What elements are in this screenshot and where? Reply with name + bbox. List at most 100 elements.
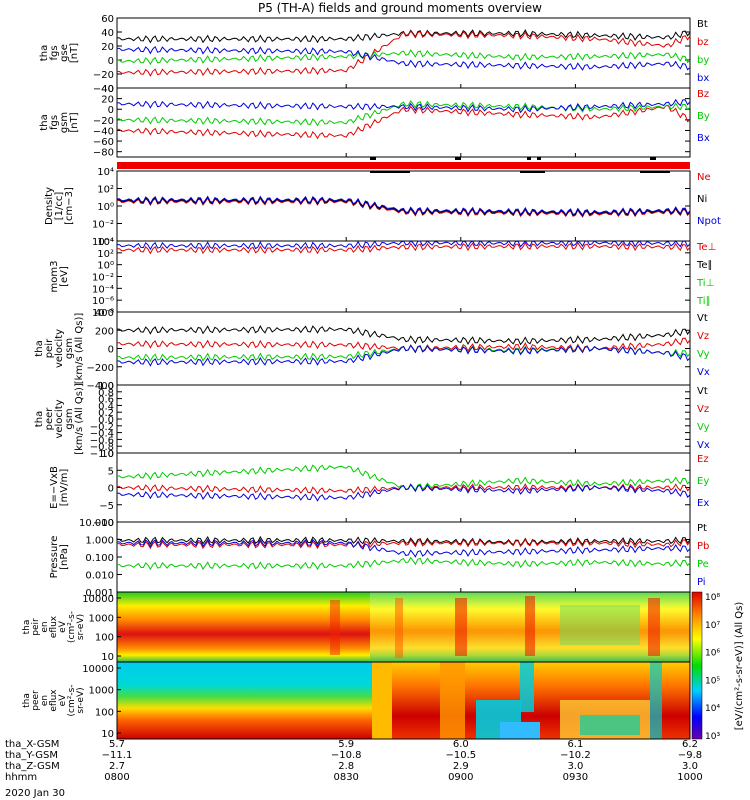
y-tick-label: 10⁰ — [97, 202, 114, 213]
colorbar: [eV/(cm²-s-sr-eV)] (All Qs) — [691, 591, 745, 740]
y-tick-label: 0.001 — [85, 588, 114, 599]
series-bz — [117, 30, 691, 77]
panel-ion-spectrogram — [116, 591, 691, 663]
y-tick-label: 100 — [95, 707, 114, 718]
y-axis-label: en — [40, 621, 50, 632]
y-axis-label: mom3 — [49, 261, 60, 293]
x-tick-label: 5.7 — [109, 739, 125, 750]
y-axis-label: [nPa] — [59, 544, 70, 570]
legend-by: by — [697, 55, 709, 66]
x-tick-label: 1000 — [677, 772, 702, 783]
x-tick-label: 3.0 — [567, 761, 583, 772]
y-axis-label: [mV/m] — [59, 469, 70, 507]
y-tick-label: 20 — [101, 95, 114, 106]
y-axis-label: tha — [34, 340, 45, 356]
y-tick-label: −0.2 — [90, 422, 114, 433]
y-tick-label: 10 — [101, 449, 114, 460]
y-tick-label: −0.8 — [90, 442, 114, 453]
legend-Bt: Bt — [697, 19, 708, 30]
y-tick-label: 0.0 — [98, 415, 114, 426]
y-tick-label: 10⁻² — [92, 273, 114, 284]
y-tick-label: −0.6 — [90, 435, 114, 446]
y-axis-label: [eV] — [59, 266, 70, 287]
y-axis-label: [nT] — [69, 43, 80, 63]
y-tick-label: −10 — [93, 518, 114, 529]
y-tick-label: 10⁻² — [92, 220, 114, 231]
y-axis-label: eV — [58, 620, 68, 633]
y-axis-label: tha — [22, 620, 32, 635]
x-tick-label: 0830 — [333, 772, 358, 783]
y-tick-label: −60 — [93, 137, 114, 148]
x-row-label: tha_X-GSM — [5, 739, 59, 750]
legend-bz: bz — [697, 37, 709, 48]
x-tick-label: −10.8 — [331, 750, 362, 761]
x-tick-label: 6.1 — [567, 739, 583, 750]
series-Pb — [117, 538, 691, 550]
colorbar-tick-label: 10⁵ — [705, 676, 720, 686]
colorbar-tick-label: 10⁷ — [705, 621, 720, 631]
figure-title: P5 (TH-A) fields and ground moments over… — [258, 1, 542, 15]
series-Vx — [117, 344, 691, 367]
legend-Te∥: Te∥ — [696, 260, 713, 271]
y-axis-label: Density — [44, 187, 55, 225]
y-tick-label: −40 — [93, 84, 114, 95]
y-axis-label: (cm²-s- — [67, 611, 77, 643]
y-tick-label: 10⁴ — [97, 237, 114, 248]
x-tick-label: 0930 — [563, 772, 588, 783]
x-tick-label: 5.9 — [338, 739, 354, 750]
y-tick-label: 10000 — [82, 594, 114, 605]
colorbar-label: [eV/(cm²-s-sr-eV)] (All Qs) — [734, 602, 745, 731]
x-tick-label: −11.1 — [102, 750, 133, 761]
y-axis-label: E=−VxB — [49, 466, 60, 509]
y-tick-label: 1.0 — [98, 381, 114, 392]
y-tick-label: 0 — [108, 484, 114, 495]
legend-Bz: Bz — [697, 89, 709, 100]
y-tick-label: 10⁻⁴ — [92, 284, 114, 295]
y-tick-label: 20 — [101, 42, 114, 53]
panel-frame — [116, 170, 691, 242]
y-axis-label: tha — [39, 45, 50, 61]
x-row-label: hhmm — [5, 772, 37, 783]
series-Pe — [117, 556, 691, 571]
y-tick-label: 10⁻⁶ — [92, 296, 114, 307]
panel-electric-field: 10 5 0 −5 −10 E=−VxB [mV/m] Ez Ey Ex — [49, 449, 709, 529]
y-tick-label: 10 — [101, 729, 114, 740]
legend-Vz: Vz — [697, 404, 709, 415]
y-tick-label: 0 — [108, 345, 114, 356]
y-tick-label: 0.4 — [98, 401, 114, 412]
series-Pi — [117, 538, 691, 558]
y-axis-label: [nT] — [69, 112, 80, 132]
y-tick-label: 0 — [108, 105, 114, 116]
y-tick-label: 10⁰ — [97, 261, 114, 272]
y-axis-label: velocity — [54, 329, 65, 368]
series-Ne — [117, 197, 691, 218]
panel-electron-velocity: 1.00.80.60.40.20.0−0.2−0.4−0.6−0.8−1.0 th… — [34, 381, 710, 460]
series-Bx — [116, 98, 691, 114]
panel-frame — [116, 87, 691, 158]
y-tick-label: 10⁻⁴ — [92, 237, 114, 248]
y-axis-label: peer — [31, 690, 41, 711]
panel-fgs-gse: 60 40 20 0 −20 −40 tha fgs gse [nT] Bt bz by bx — [39, 14, 709, 95]
date-label: 2020 Jan 30 — [5, 788, 65, 799]
y-tick-label: −0.4 — [90, 429, 114, 440]
y-tick-label: 0.010 — [85, 571, 114, 582]
y-tick-label: 1000 — [89, 686, 114, 697]
y-axis-label: fgs — [49, 115, 60, 130]
x-row-label: tha_Y-GSM — [5, 750, 58, 761]
series-Vz — [117, 337, 691, 353]
y-axis-label: [cm−3] — [64, 187, 75, 225]
y-tick-label: 5 — [108, 466, 114, 477]
x-tick-label: 2.8 — [338, 761, 354, 772]
y-axis-label: peir — [31, 618, 41, 636]
x-tick-label: 3.0 — [682, 761, 698, 772]
y-axis-label: [1/cc] — [54, 192, 65, 221]
y-axis-label: eV — [58, 694, 68, 707]
x-tick-label: −10.5 — [445, 750, 476, 761]
y-tick-label: 10000 — [82, 664, 114, 675]
colorbar-tick-label: 10³ — [705, 732, 720, 742]
legend-Vz: Vz — [697, 331, 709, 342]
legend-Ni: Ni — [697, 194, 707, 205]
y-axis-label: tha — [22, 693, 32, 708]
